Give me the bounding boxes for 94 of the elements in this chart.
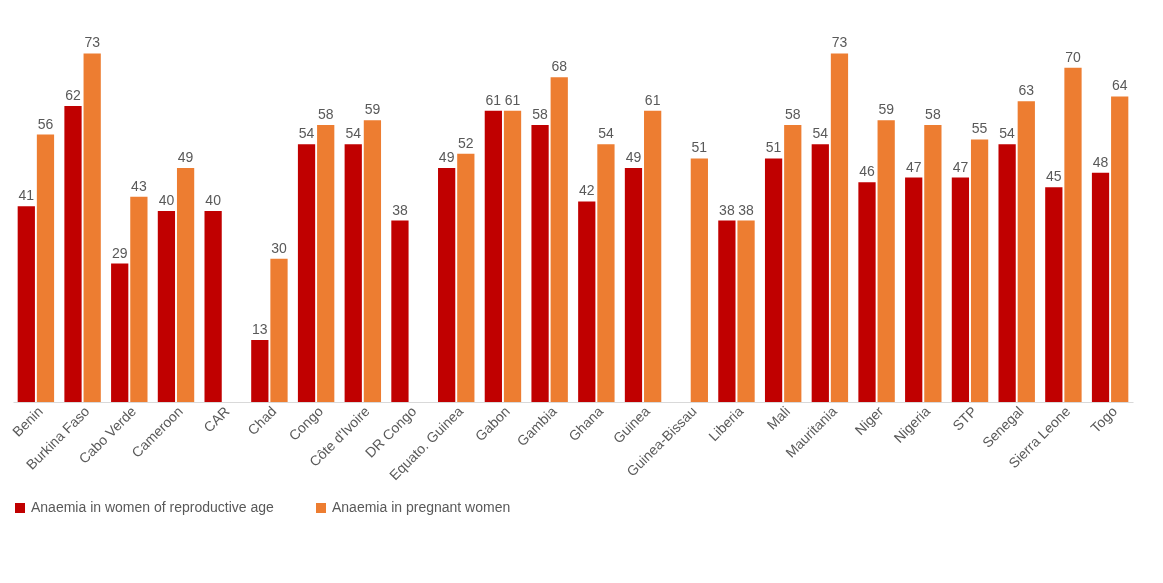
bar	[624, 168, 643, 402]
bar	[204, 211, 222, 402]
bar	[951, 177, 970, 402]
data-label: 58	[532, 106, 549, 123]
data-label: 54	[598, 125, 614, 142]
bar	[690, 158, 708, 402]
data-label: 47	[905, 158, 922, 175]
data-label: 41	[18, 187, 35, 204]
data-label: 49	[177, 149, 194, 166]
data-label: 49	[438, 149, 455, 166]
data-label: 61	[644, 91, 661, 108]
data-label: 38	[392, 201, 408, 218]
data-label: 64	[1111, 77, 1128, 94]
bar	[905, 177, 923, 402]
bar	[317, 125, 335, 402]
bar	[811, 144, 829, 402]
data-label: 52	[458, 134, 474, 151]
bar	[251, 339, 269, 402]
bar	[17, 206, 35, 402]
bar	[858, 182, 876, 402]
bar	[737, 220, 755, 402]
data-label: 48	[1092, 153, 1109, 170]
data-label: 61	[504, 91, 521, 108]
data-label: 54	[345, 125, 362, 142]
data-label: 58	[317, 106, 334, 123]
bar	[344, 144, 362, 402]
data-label: 49	[625, 149, 642, 166]
bar	[64, 105, 82, 402]
data-label: 46	[859, 163, 875, 180]
bar	[176, 168, 195, 402]
bar	[718, 220, 736, 402]
data-label: 38	[719, 201, 735, 218]
data-label: 73	[84, 34, 101, 51]
data-label: 51	[691, 139, 708, 156]
legend-label: Anaemia in women of reproductive age	[31, 499, 275, 515]
bar	[363, 120, 382, 402]
bar	[36, 134, 55, 402]
data-label: 62	[65, 86, 81, 103]
data-label: 61	[485, 91, 502, 108]
bar	[970, 139, 989, 402]
bar	[438, 168, 456, 402]
data-label: 29	[111, 244, 128, 261]
data-label: 43	[131, 177, 147, 194]
bar	[1017, 101, 1035, 402]
bar	[784, 125, 802, 402]
bar	[578, 201, 596, 402]
data-label: 58	[925, 106, 941, 123]
data-label: 42	[578, 182, 595, 199]
bar	[391, 220, 409, 402]
bar	[297, 144, 316, 402]
bar	[503, 110, 522, 402]
bar	[130, 196, 148, 402]
bar	[1045, 187, 1063, 402]
bar	[830, 53, 849, 402]
data-label: 58	[784, 106, 801, 123]
data-label: 55	[971, 120, 988, 137]
data-label: 59	[364, 101, 381, 118]
bar	[83, 53, 101, 402]
data-label: 63	[1018, 82, 1035, 99]
bar	[111, 263, 129, 402]
bar	[877, 120, 895, 402]
bar	[157, 211, 176, 402]
data-label: 40	[158, 192, 175, 208]
data-label: 38	[738, 201, 755, 218]
data-label: 54	[999, 125, 1016, 142]
bar	[924, 125, 942, 402]
data-label: 54	[812, 125, 829, 142]
bar	[484, 110, 502, 402]
bar	[1111, 96, 1129, 402]
data-label: 54	[298, 125, 315, 142]
data-label: 51	[765, 139, 782, 156]
x-tick-label: Togo	[1087, 402, 1121, 436]
data-label: 30	[271, 239, 287, 256]
bar	[550, 77, 568, 402]
bar	[644, 110, 662, 402]
data-label: 59	[878, 101, 895, 118]
data-label: 45	[1046, 168, 1062, 185]
data-label: 40	[205, 192, 222, 208]
bar	[1064, 67, 1082, 402]
bar	[597, 144, 615, 402]
data-label: 47	[952, 158, 969, 175]
bar	[531, 125, 549, 402]
bar	[270, 258, 288, 402]
x-tick-label: STP	[949, 403, 980, 434]
bar	[1091, 172, 1110, 402]
data-label: 70	[1065, 48, 1081, 65]
data-label: 73	[831, 34, 848, 51]
bar	[457, 153, 475, 402]
bar	[764, 158, 783, 402]
data-label: 68	[551, 58, 568, 75]
bar	[998, 144, 1016, 402]
data-label: 56	[37, 115, 54, 132]
legend-label: Anaemia in pregnant women	[332, 499, 511, 515]
data-label: 13	[252, 320, 268, 337]
